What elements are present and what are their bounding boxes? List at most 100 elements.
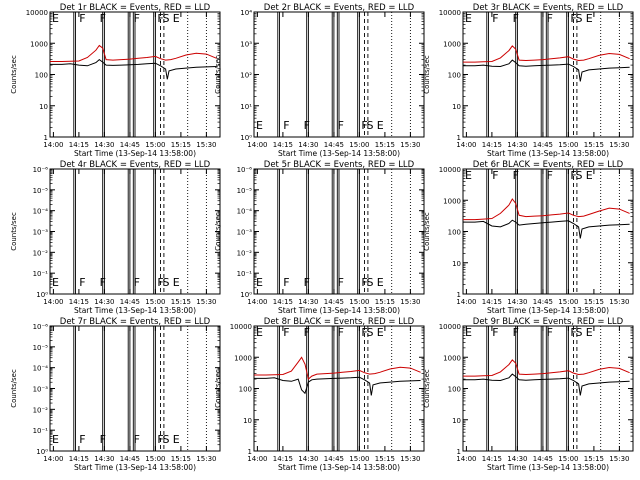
region-letter: F [304,119,310,132]
x-tick-label: 14:45 [120,298,140,306]
y-tick-label: 1 [457,291,461,299]
region-letter: E [465,326,472,339]
y-tick-label: 10 [452,417,461,425]
y-tick-label: 100 [239,386,252,394]
region-letter: S [163,12,170,25]
y-tick-label: 10¹ [240,103,252,111]
x-tick-label: 14:30 [507,141,527,149]
region-letter: F [157,276,163,289]
region-letter: E [377,119,384,132]
region-letter: F [134,433,140,446]
series-line-lld [463,359,630,377]
x-tick-label: 15:15 [375,298,395,306]
region-letter: F [513,12,519,25]
series-line-lld [463,45,630,63]
y-axis-label: Counts/sec [214,212,222,251]
x-tick-label: 15:15 [375,455,395,463]
region-letter: F [338,276,344,289]
y-tick-label: 1000 [443,197,461,205]
region-letter: F [283,119,289,132]
region-letter: F [361,119,367,132]
y-axis-label: Counts/sec [214,55,222,94]
region-letter: F [513,169,519,182]
series-line-events [50,58,217,80]
x-tick-label: 14:15 [482,141,502,149]
x-tick-label: 15:00 [145,141,165,149]
x-tick-label: 14:30 [507,455,527,463]
chart-panel-7: Det 7r BLACK = Events, RED = LLD 10⁰ 10⁻¹ 1… [10,317,221,472]
region-letter: F [283,276,289,289]
y-tick-label: 10⁻³ [33,386,49,394]
x-tick-label: 14:00 [456,141,476,149]
y-tick-label: 100 [448,229,461,237]
y-tick-label: 10⁻⁴ [237,208,253,216]
y-tick-label: 10⁻⁶ [33,323,49,331]
y-tick-label: 10 [243,417,252,425]
region-letter: E [256,119,263,132]
series-line-events [463,373,630,396]
y-axis-label: Counts/sec [423,369,431,408]
region-letter: F [570,169,576,182]
y-axis-label: Counts/sec [10,212,18,251]
region-letter: S [367,119,374,132]
y-tick-label: 1000 [443,354,461,362]
y-tick-label: 10⁻⁵ [33,344,49,352]
region-letter: F [100,12,106,25]
region-letter: F [547,169,553,182]
y-tick-label: 10² [240,72,252,80]
region-letter: S [576,12,583,25]
region-letter: F [492,169,498,182]
series-line-events [254,376,421,396]
x-tick-label: 14:30 [94,455,114,463]
y-tick-label: 10000 [439,9,461,17]
y-tick-label: 1 [457,448,461,456]
x-tick-label: 15:30 [400,298,420,306]
x-axis-label: Start Time (13-Sep-14 13:58:00) [74,149,196,158]
y-tick-label: 10000 [439,166,461,174]
x-tick-label: 14:30 [298,455,318,463]
series-line-lld [254,356,421,381]
y-tick-label: 10⁻⁴ [33,365,49,373]
y-tick-label: 10⁰ [240,134,252,142]
x-tick-label: 15:00 [145,455,165,463]
y-tick-label: 100 [35,72,48,80]
y-tick-label: 10⁻² [33,249,49,257]
x-tick-label: 14:00 [456,298,476,306]
x-tick-label: 14:45 [120,455,140,463]
y-tick-label: 10⁻¹ [237,270,253,278]
x-tick-label: 14:15 [273,141,293,149]
region-letter: F [338,119,344,132]
region-letter: E [586,12,593,25]
y-tick-label: 10⁻⁶ [237,166,253,174]
y-tick-label: 10⁻⁵ [33,187,49,195]
y-tick-label: 1000 [234,354,252,362]
region-letter: E [256,276,263,289]
x-tick-label: 14:45 [533,455,553,463]
region-letter: E [173,276,180,289]
y-tick-label: 1 [248,448,252,456]
x-tick-label: 14:45 [324,141,344,149]
y-axis-label: Counts/sec [423,55,431,94]
region-letter: E [465,12,472,25]
region-letter: S [163,276,170,289]
y-tick-label: 100 [448,72,461,80]
chart-panel-9: Det 9r BLACK = Events, RED = LLD 1 10 100 10… [423,317,634,472]
region-letter: E [586,326,593,339]
region-letter: F [492,12,498,25]
region-letter: F [134,12,140,25]
x-tick-label: 15:30 [196,455,216,463]
region-letter: S [367,326,374,339]
chart-panel-5: Det 5r BLACK = Events, RED = LLD 10⁰ 10⁻¹ 1… [214,160,425,315]
chart-title: Det 2r BLACK = Events, RED = LLD [264,3,415,13]
chart-panel-1: Det 1r BLACK = Events, RED = LLD 1 10 100 10… [10,3,221,158]
region-letter: E [256,326,263,339]
x-axis-label: Start Time (13-Sep-14 13:58:00) [74,306,196,315]
chart-title: Det 9r BLACK = Events, RED = LLD [473,317,624,327]
region-letter: F [338,326,344,339]
series-line-events [463,219,630,239]
chart-title: Det 8r BLACK = Events, RED = LLD [264,317,415,327]
x-tick-label: 14:00 [43,455,63,463]
region-letter: E [465,169,472,182]
x-axis-label: Start Time (13-Sep-14 13:58:00) [487,306,609,315]
